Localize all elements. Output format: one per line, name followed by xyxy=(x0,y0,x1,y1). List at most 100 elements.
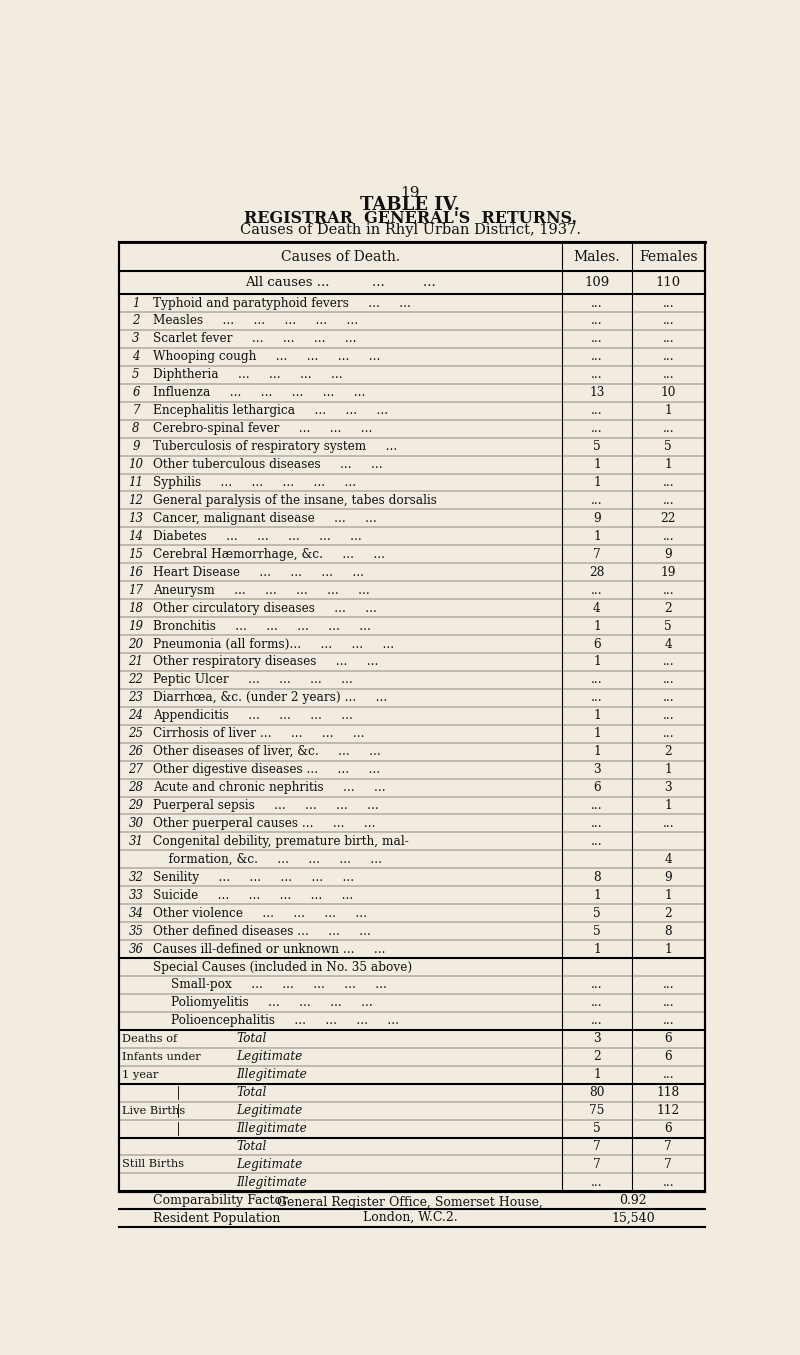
Text: 6: 6 xyxy=(593,780,601,794)
Text: ...: ... xyxy=(591,351,602,363)
Text: 28: 28 xyxy=(129,780,143,794)
Text: ...: ... xyxy=(662,709,674,722)
Text: 6: 6 xyxy=(593,637,601,650)
Text: 4: 4 xyxy=(665,852,672,866)
Text: Measles     ...     ...     ...     ...     ...: Measles ... ... ... ... ... xyxy=(153,314,358,328)
Text: ...: ... xyxy=(591,332,602,346)
Text: 7: 7 xyxy=(664,1140,672,1153)
Text: ...: ... xyxy=(662,1068,674,1081)
Text: 26: 26 xyxy=(129,745,143,759)
Text: Congenital debility, premature birth, mal-: Congenital debility, premature birth, ma… xyxy=(153,835,409,848)
Text: 13: 13 xyxy=(590,386,605,400)
Text: Cirrhosis of liver ...     ...     ...     ...: Cirrhosis of liver ... ... ... ... xyxy=(153,728,364,740)
Text: ...: ... xyxy=(591,369,602,381)
Text: 118: 118 xyxy=(657,1087,680,1099)
Text: ...: ... xyxy=(591,996,602,1009)
Text: 2: 2 xyxy=(593,1050,601,1064)
Text: 8: 8 xyxy=(664,924,672,938)
Text: ...: ... xyxy=(662,1176,674,1188)
Text: 6: 6 xyxy=(132,386,140,400)
Text: 2: 2 xyxy=(132,314,140,328)
Text: 9: 9 xyxy=(132,440,140,453)
Text: Other violence     ...     ...     ...     ...: Other violence ... ... ... ... xyxy=(153,906,366,920)
Text: Tuberculosis of respiratory system     ...: Tuberculosis of respiratory system ... xyxy=(153,440,397,453)
Text: 1: 1 xyxy=(593,530,601,543)
Text: General Register Office, Somerset House,: General Register Office, Somerset House, xyxy=(277,1196,543,1209)
Text: Illegitimate: Illegitimate xyxy=(237,1122,307,1135)
Text: 15,540: 15,540 xyxy=(611,1211,655,1225)
Text: 19: 19 xyxy=(661,566,676,579)
Text: 1: 1 xyxy=(593,458,601,472)
Text: 7: 7 xyxy=(132,404,140,417)
Text: 9: 9 xyxy=(664,871,672,883)
Text: 21: 21 xyxy=(129,656,143,668)
Text: 6: 6 xyxy=(665,1122,672,1135)
Text: ...: ... xyxy=(662,691,674,705)
Text: 17: 17 xyxy=(129,584,143,596)
Text: ...: ... xyxy=(662,495,674,507)
Text: Females: Females xyxy=(639,249,698,263)
Text: Legitimate: Legitimate xyxy=(237,1104,302,1117)
Text: Peptic Ulcer     ...     ...     ...     ...: Peptic Ulcer ... ... ... ... xyxy=(153,673,353,687)
Text: 25: 25 xyxy=(129,728,143,740)
Text: ...: ... xyxy=(591,495,602,507)
Text: London, W.C.2.: London, W.C.2. xyxy=(362,1210,458,1224)
Text: 31: 31 xyxy=(129,835,143,848)
Text: 18: 18 xyxy=(129,602,143,615)
Text: 15: 15 xyxy=(129,547,143,561)
Text: Illegitimate: Illegitimate xyxy=(237,1176,307,1188)
Text: ...: ... xyxy=(662,673,674,687)
Text: Syphilis     ...     ...     ...     ...     ...: Syphilis ... ... ... ... ... xyxy=(153,476,356,489)
Text: 2: 2 xyxy=(664,602,672,615)
Text: Bronchitis     ...     ...     ...     ...     ...: Bronchitis ... ... ... ... ... xyxy=(153,619,370,633)
Text: 1: 1 xyxy=(664,763,672,776)
Text: ...: ... xyxy=(662,351,674,363)
Text: Cancer, malignant disease     ...     ...: Cancer, malignant disease ... ... xyxy=(153,512,377,524)
Text: Causes of Death in Rhyl Urban District, 1937.: Causes of Death in Rhyl Urban District, … xyxy=(239,224,581,237)
Text: 1: 1 xyxy=(593,476,601,489)
Text: Causes of Death.: Causes of Death. xyxy=(281,249,400,263)
Text: Total: Total xyxy=(237,1033,266,1045)
Text: Other digestive diseases ...     ...     ...: Other digestive diseases ... ... ... xyxy=(153,763,380,776)
Text: Deaths of: Deaths of xyxy=(122,1034,177,1043)
Text: 16: 16 xyxy=(129,566,143,579)
Text: Poliomyelitis     ...     ...     ...     ...: Poliomyelitis ... ... ... ... xyxy=(171,996,373,1009)
Text: Causes ill-defined or unknown ...     ...: Causes ill-defined or unknown ... ... xyxy=(153,943,386,955)
Text: Small-pox     ...     ...     ...     ...     ...: Small-pox ... ... ... ... ... xyxy=(171,978,387,992)
Text: 1: 1 xyxy=(593,656,601,668)
Text: ...: ... xyxy=(591,817,602,831)
Text: Polioencephalitis     ...     ...     ...     ...: Polioencephalitis ... ... ... ... xyxy=(171,1015,399,1027)
Text: Other defined diseases ...     ...     ...: Other defined diseases ... ... ... xyxy=(153,924,370,938)
Text: ...: ... xyxy=(662,728,674,740)
Text: ...: ... xyxy=(662,423,674,435)
Text: 3: 3 xyxy=(132,332,140,346)
Text: ...: ... xyxy=(662,297,674,309)
Text: 6: 6 xyxy=(665,1050,672,1064)
Text: 1: 1 xyxy=(593,619,601,633)
Text: 7: 7 xyxy=(664,1159,672,1171)
Text: 7: 7 xyxy=(593,1140,601,1153)
Text: Total: Total xyxy=(237,1087,266,1099)
Text: 5: 5 xyxy=(593,924,601,938)
Text: Live Births: Live Births xyxy=(122,1106,185,1115)
Text: 1 year: 1 year xyxy=(122,1069,158,1080)
Text: ...: ... xyxy=(591,1015,602,1027)
Text: 9: 9 xyxy=(593,512,601,524)
Text: Scarlet fever     ...     ...     ...     ...: Scarlet fever ... ... ... ... xyxy=(153,332,356,346)
Text: 19: 19 xyxy=(129,619,143,633)
Text: 5: 5 xyxy=(132,369,140,381)
Text: 1: 1 xyxy=(664,943,672,955)
Text: 28: 28 xyxy=(589,566,605,579)
Text: TABLE IV.: TABLE IV. xyxy=(360,196,460,214)
Text: 22: 22 xyxy=(129,673,143,687)
Text: 32: 32 xyxy=(129,871,143,883)
Text: ...: ... xyxy=(591,584,602,596)
Text: ...: ... xyxy=(662,996,674,1009)
Text: Comparability Factor: Comparability Factor xyxy=(153,1194,288,1207)
Text: 1: 1 xyxy=(593,745,601,759)
Text: ...: ... xyxy=(662,978,674,992)
Text: 7: 7 xyxy=(593,547,601,561)
Text: Suicide     ...     ...     ...     ...     ...: Suicide ... ... ... ... ... xyxy=(153,889,353,901)
Text: ...: ... xyxy=(591,314,602,328)
Text: Diarrhœa, &c. (under 2 years) ...     ...: Diarrhœa, &c. (under 2 years) ... ... xyxy=(153,691,387,705)
